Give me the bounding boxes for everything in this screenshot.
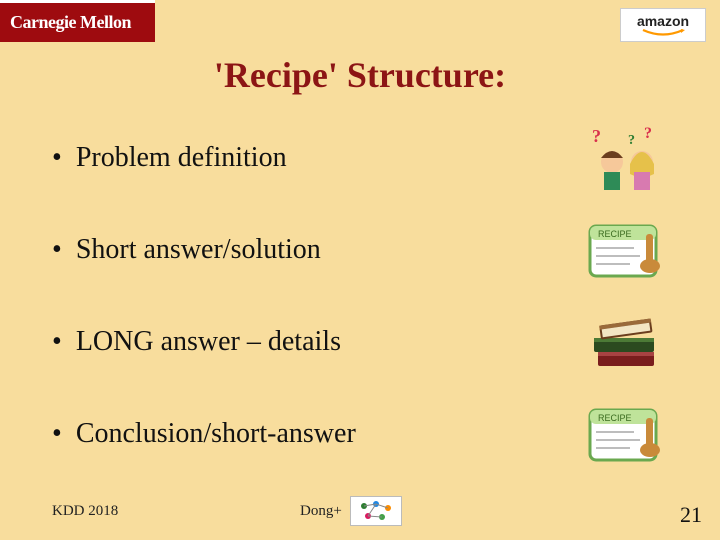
product-graph-logo: [350, 496, 402, 526]
svg-text:?: ?: [592, 126, 601, 146]
cmu-logo-text: Carnegie Mellon: [10, 12, 131, 33]
footer-center: Dong+: [300, 496, 402, 526]
bullet-row: LONG answer – details: [52, 296, 668, 388]
svg-text:?: ?: [628, 133, 635, 148]
slide-footer: KDD 2018 Dong+: [52, 496, 680, 526]
book-stack-icon: [584, 308, 668, 376]
svg-text:?: ?: [644, 125, 652, 142]
bullet-text: Conclusion/short-answer: [52, 418, 356, 450]
svg-text:RECIPE: RECIPE: [598, 413, 632, 423]
svg-text:RECIPE: RECIPE: [598, 229, 632, 239]
top-bar: Carnegie Mellon amazon: [0, 0, 720, 46]
bullet-text: LONG answer – details: [52, 326, 341, 358]
footer-left: KDD 2018: [52, 503, 300, 520]
bullet-list: Problem definition ? ? ? Short answer/so…: [52, 112, 668, 480]
bullet-text: Problem definition: [52, 142, 287, 174]
bullet-text: Short answer/solution: [52, 234, 321, 266]
recipe-card-icon: RECIPE: [584, 400, 668, 468]
bullet-row: Problem definition ? ? ?: [52, 112, 668, 204]
recipe-card-icon: RECIPE: [584, 216, 668, 284]
page-number: 21: [680, 502, 702, 528]
confused-people-icon: ? ? ?: [584, 124, 668, 192]
bullet-row: Conclusion/short-answer RECIPE: [52, 388, 668, 480]
amazon-logo-text: amazon: [637, 14, 689, 28]
cmu-logo: Carnegie Mellon: [0, 0, 155, 42]
slide-title: 'Recipe' Structure:: [0, 54, 720, 96]
amazon-logo: amazon: [620, 8, 706, 42]
amazon-smile-icon: [641, 29, 685, 37]
bullet-row: Short answer/solution RECIPE: [52, 204, 668, 296]
footer-author: Dong+: [300, 503, 342, 520]
